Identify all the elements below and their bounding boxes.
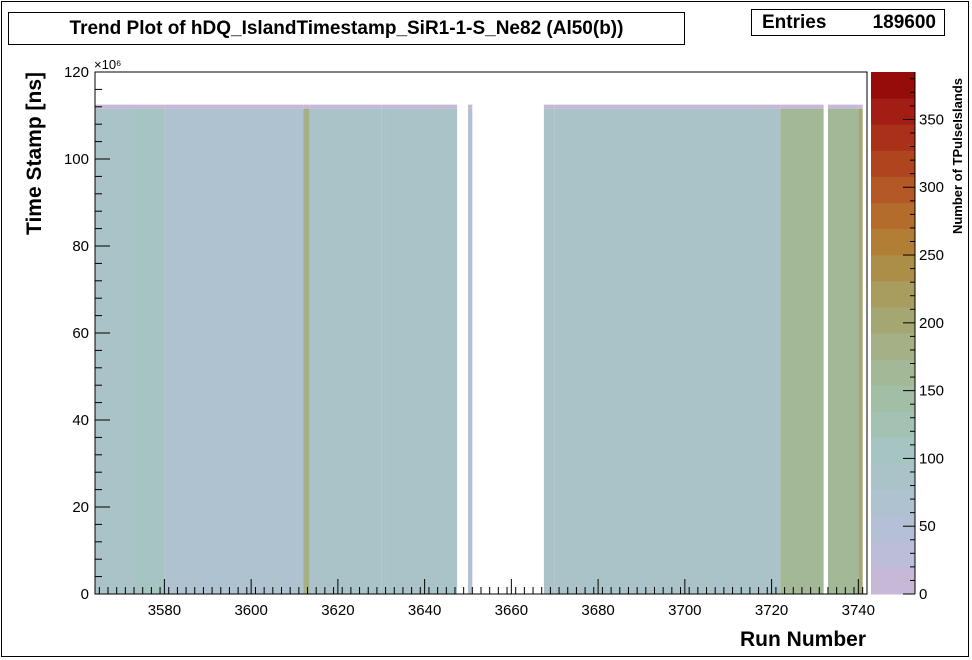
y-tick-label: 0 bbox=[81, 586, 89, 603]
x-tick-label: 3600 bbox=[234, 602, 267, 619]
y-tick-label: 120 bbox=[64, 64, 89, 81]
color-scale-bar: 0 50 100 150 200 250 300 350 bbox=[871, 72, 944, 603]
color-scale-segment bbox=[871, 437, 915, 464]
z-tick-label: 50 bbox=[919, 518, 936, 535]
z-tick-label: 200 bbox=[919, 315, 944, 332]
color-scale-segment bbox=[871, 176, 915, 203]
x-axis: 3580 3600 3620 3640 3660 3680 3700 3720 3740 bbox=[98, 579, 875, 619]
heatmap-band-2 bbox=[164, 108, 304, 594]
y-axis: 0 20 40 60 80 100 120 bbox=[64, 64, 110, 603]
color-scale-segment bbox=[871, 306, 915, 334]
color-scale-segment bbox=[871, 385, 915, 412]
heatmap-top-cell-3 bbox=[303, 104, 310, 109]
color-scale-segment bbox=[871, 567, 915, 595]
z-axis-label: Number of TPulseIslands bbox=[950, 78, 965, 234]
x-tick-label: 3640 bbox=[408, 602, 441, 619]
heatmap-top-cell-8 bbox=[543, 104, 555, 109]
heatmap-band-3 bbox=[303, 108, 310, 594]
z-tick-label: 350 bbox=[919, 111, 944, 128]
x-tick-label: 3660 bbox=[495, 602, 528, 619]
heatmap-top-cell-1 bbox=[134, 104, 165, 109]
x-tick-label: 3700 bbox=[668, 602, 701, 619]
heatmap-band-4 bbox=[309, 108, 382, 594]
y-axis-exponent: ×10⁶ bbox=[94, 57, 121, 72]
heatmap-top-cell-9 bbox=[554, 104, 781, 109]
heatmap-band-6 bbox=[385, 108, 458, 594]
y-tick-label: 40 bbox=[72, 412, 89, 429]
heatmap-band-12 bbox=[858, 108, 863, 594]
heatmap-band-10 bbox=[780, 108, 824, 594]
y-axis-label: Time Stamp [ns] bbox=[23, 72, 46, 235]
z-tick-label: 300 bbox=[919, 179, 944, 196]
heatmap-band-5 bbox=[381, 108, 386, 594]
heatmap-top-cell-0 bbox=[95, 104, 135, 109]
color-scale-segment bbox=[871, 124, 915, 151]
heatmap-top-cell-4 bbox=[309, 104, 382, 109]
x-axis-label: Run Number bbox=[740, 628, 866, 651]
heatmap-top-cell-10 bbox=[780, 104, 824, 109]
heatmap-top-cell-11 bbox=[827, 104, 859, 109]
heatmap-top-cell-6 bbox=[385, 104, 458, 109]
stats-entries-label: Entries bbox=[762, 12, 827, 33]
x-tick-label: 3620 bbox=[321, 602, 354, 619]
color-scale-segment bbox=[871, 202, 915, 230]
heatmap-band-9 bbox=[554, 108, 781, 594]
color-scale-segment bbox=[871, 228, 915, 256]
stats-box: Entries 189600 bbox=[751, 9, 945, 36]
y-tick-label: 100 bbox=[64, 151, 89, 168]
z-tick-label: 100 bbox=[919, 450, 944, 467]
x-tick-label: 3720 bbox=[755, 602, 788, 619]
color-scale-segment bbox=[871, 411, 915, 438]
heatmap-cells bbox=[95, 104, 863, 594]
color-scale-segment bbox=[871, 98, 915, 125]
heatmap-band-8 bbox=[543, 108, 555, 594]
color-scale-segment bbox=[871, 72, 915, 99]
color-scale-segment bbox=[871, 359, 915, 386]
color-scale-segment bbox=[871, 463, 915, 491]
heatmap-top-cell-5 bbox=[381, 104, 386, 109]
heatmap-band-11 bbox=[827, 108, 859, 594]
y-tick-label: 20 bbox=[72, 499, 89, 516]
color-scale-segment bbox=[871, 280, 915, 308]
heatmap-top-cell-7 bbox=[467, 104, 473, 109]
stats-entries-value: 189600 bbox=[872, 12, 936, 33]
heatmap-band-0 bbox=[95, 108, 135, 594]
x-tick-label: 3740 bbox=[842, 602, 875, 619]
y-tick-label: 80 bbox=[72, 238, 89, 255]
z-tick-label: 0 bbox=[919, 586, 927, 603]
heatmap-band-7 bbox=[467, 108, 473, 594]
color-scale-segment bbox=[871, 515, 915, 543]
color-scale-segment bbox=[871, 489, 915, 517]
z-tick-label: 150 bbox=[919, 383, 944, 400]
heatmap-top-cell-2 bbox=[164, 104, 304, 109]
x-tick-label: 3680 bbox=[581, 602, 614, 619]
color-scale-segment bbox=[871, 541, 915, 569]
color-scale-segment bbox=[871, 254, 915, 282]
x-tick-label: 3580 bbox=[148, 602, 181, 619]
plot-title: Trend Plot of hDQ_IslandTimestamp_SiR1-1… bbox=[8, 12, 685, 45]
y-tick-label: 60 bbox=[72, 325, 89, 342]
z-tick-label: 250 bbox=[919, 247, 944, 264]
color-scale-segment bbox=[871, 333, 915, 360]
color-scale-segment bbox=[871, 150, 915, 177]
heatmap-top-cell-12 bbox=[858, 104, 863, 109]
heatmap-band-1 bbox=[134, 108, 165, 594]
